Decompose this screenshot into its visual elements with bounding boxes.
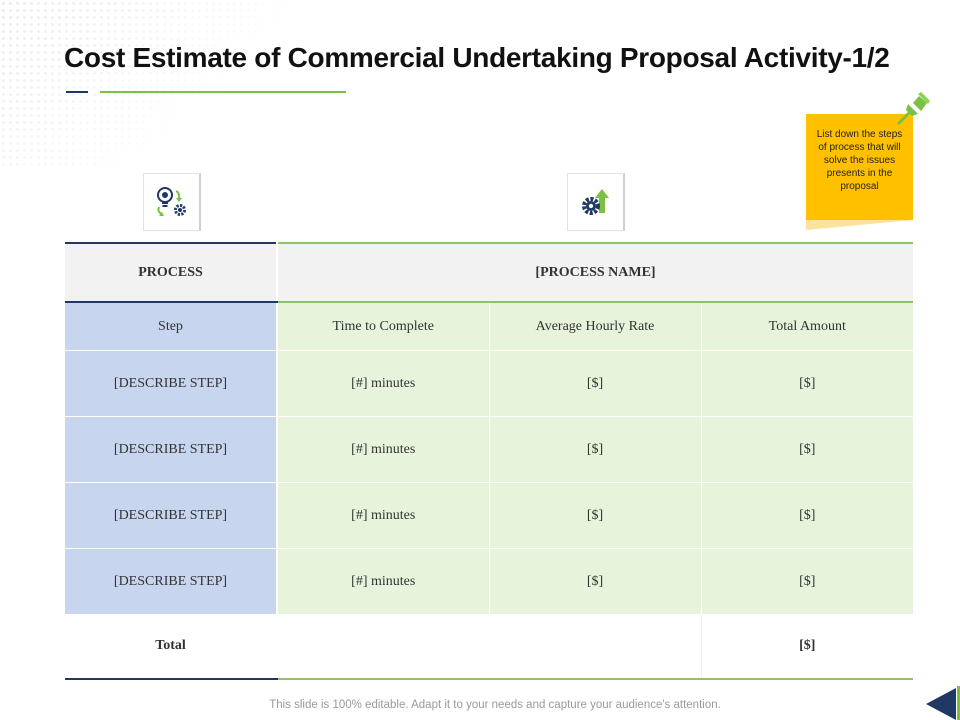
pushpin-icon <box>897 92 930 125</box>
time-cell: [#] minutes <box>276 482 489 549</box>
rate-cell: [$] <box>488 482 701 549</box>
lightbulb-gears-icon <box>156 187 186 216</box>
footer-note: This slide is 100% editable. Adapt it to… <box>269 699 721 711</box>
corner-triangle-decoration <box>926 686 960 720</box>
total-label: Total <box>65 614 278 680</box>
dot-pattern-decoration <box>0 0 300 170</box>
table-header-row: PROCESS [PROCESS NAME] <box>65 242 913 303</box>
column-header-rate: Average Hourly Rate <box>488 302 701 351</box>
amount-cell: [$] <box>700 482 913 549</box>
gear-growth-arrow-icon <box>581 189 609 215</box>
total-row: Total [$] <box>65 614 913 680</box>
amount-cell: [$] <box>700 416 913 483</box>
amount-cell: [$] <box>700 350 913 417</box>
amount-cell: [$] <box>700 548 913 614</box>
column-header-step: Step <box>65 302 278 351</box>
time-cell: [#] minutes <box>276 548 489 614</box>
rate-cell: [$] <box>488 350 701 417</box>
page-title: Cost Estimate of Commercial Undertaking … <box>64 42 890 73</box>
column-header-total: Total Amount <box>700 302 913 351</box>
time-cell: [#] minutes <box>276 350 489 417</box>
table-row: [DESCRIBE STEP] [#] minutes [$] [$] <box>65 548 913 614</box>
total-empty-cell <box>277 614 702 680</box>
cost-estimate-table: PROCESS [PROCESS NAME] Step Time to Comp… <box>65 242 913 680</box>
rate-cell: [$] <box>488 416 701 483</box>
column-header-row: Step Time to Complete Average Hourly Rat… <box>65 302 913 351</box>
table-row: [DESCRIBE STEP] [#] minutes [$] [$] <box>65 482 913 549</box>
gear-growth-icon-box <box>567 173 625 231</box>
step-cell: [DESCRIBE STEP] <box>65 482 278 549</box>
total-amount: [$] <box>701 614 913 680</box>
column-header-time: Time to Complete <box>276 302 489 351</box>
table-row: [DESCRIBE STEP] [#] minutes [$] [$] <box>65 416 913 483</box>
rate-cell: [$] <box>488 548 701 614</box>
time-cell: [#] minutes <box>276 416 489 483</box>
title-underline-navy <box>66 91 88 93</box>
sticky-note: List down the steps of process that will… <box>806 114 913 220</box>
table-row: [DESCRIBE STEP] [#] minutes [$] [$] <box>65 350 913 417</box>
step-cell: [DESCRIBE STEP] <box>65 416 278 483</box>
lightbulb-gears-icon-box <box>143 173 201 231</box>
step-cell: [DESCRIBE STEP] <box>65 350 278 417</box>
process-label: PROCESS <box>65 242 278 303</box>
process-name: [PROCESS NAME] <box>277 242 913 303</box>
title-underline-green <box>100 91 346 93</box>
step-cell: [DESCRIBE STEP] <box>65 548 278 614</box>
